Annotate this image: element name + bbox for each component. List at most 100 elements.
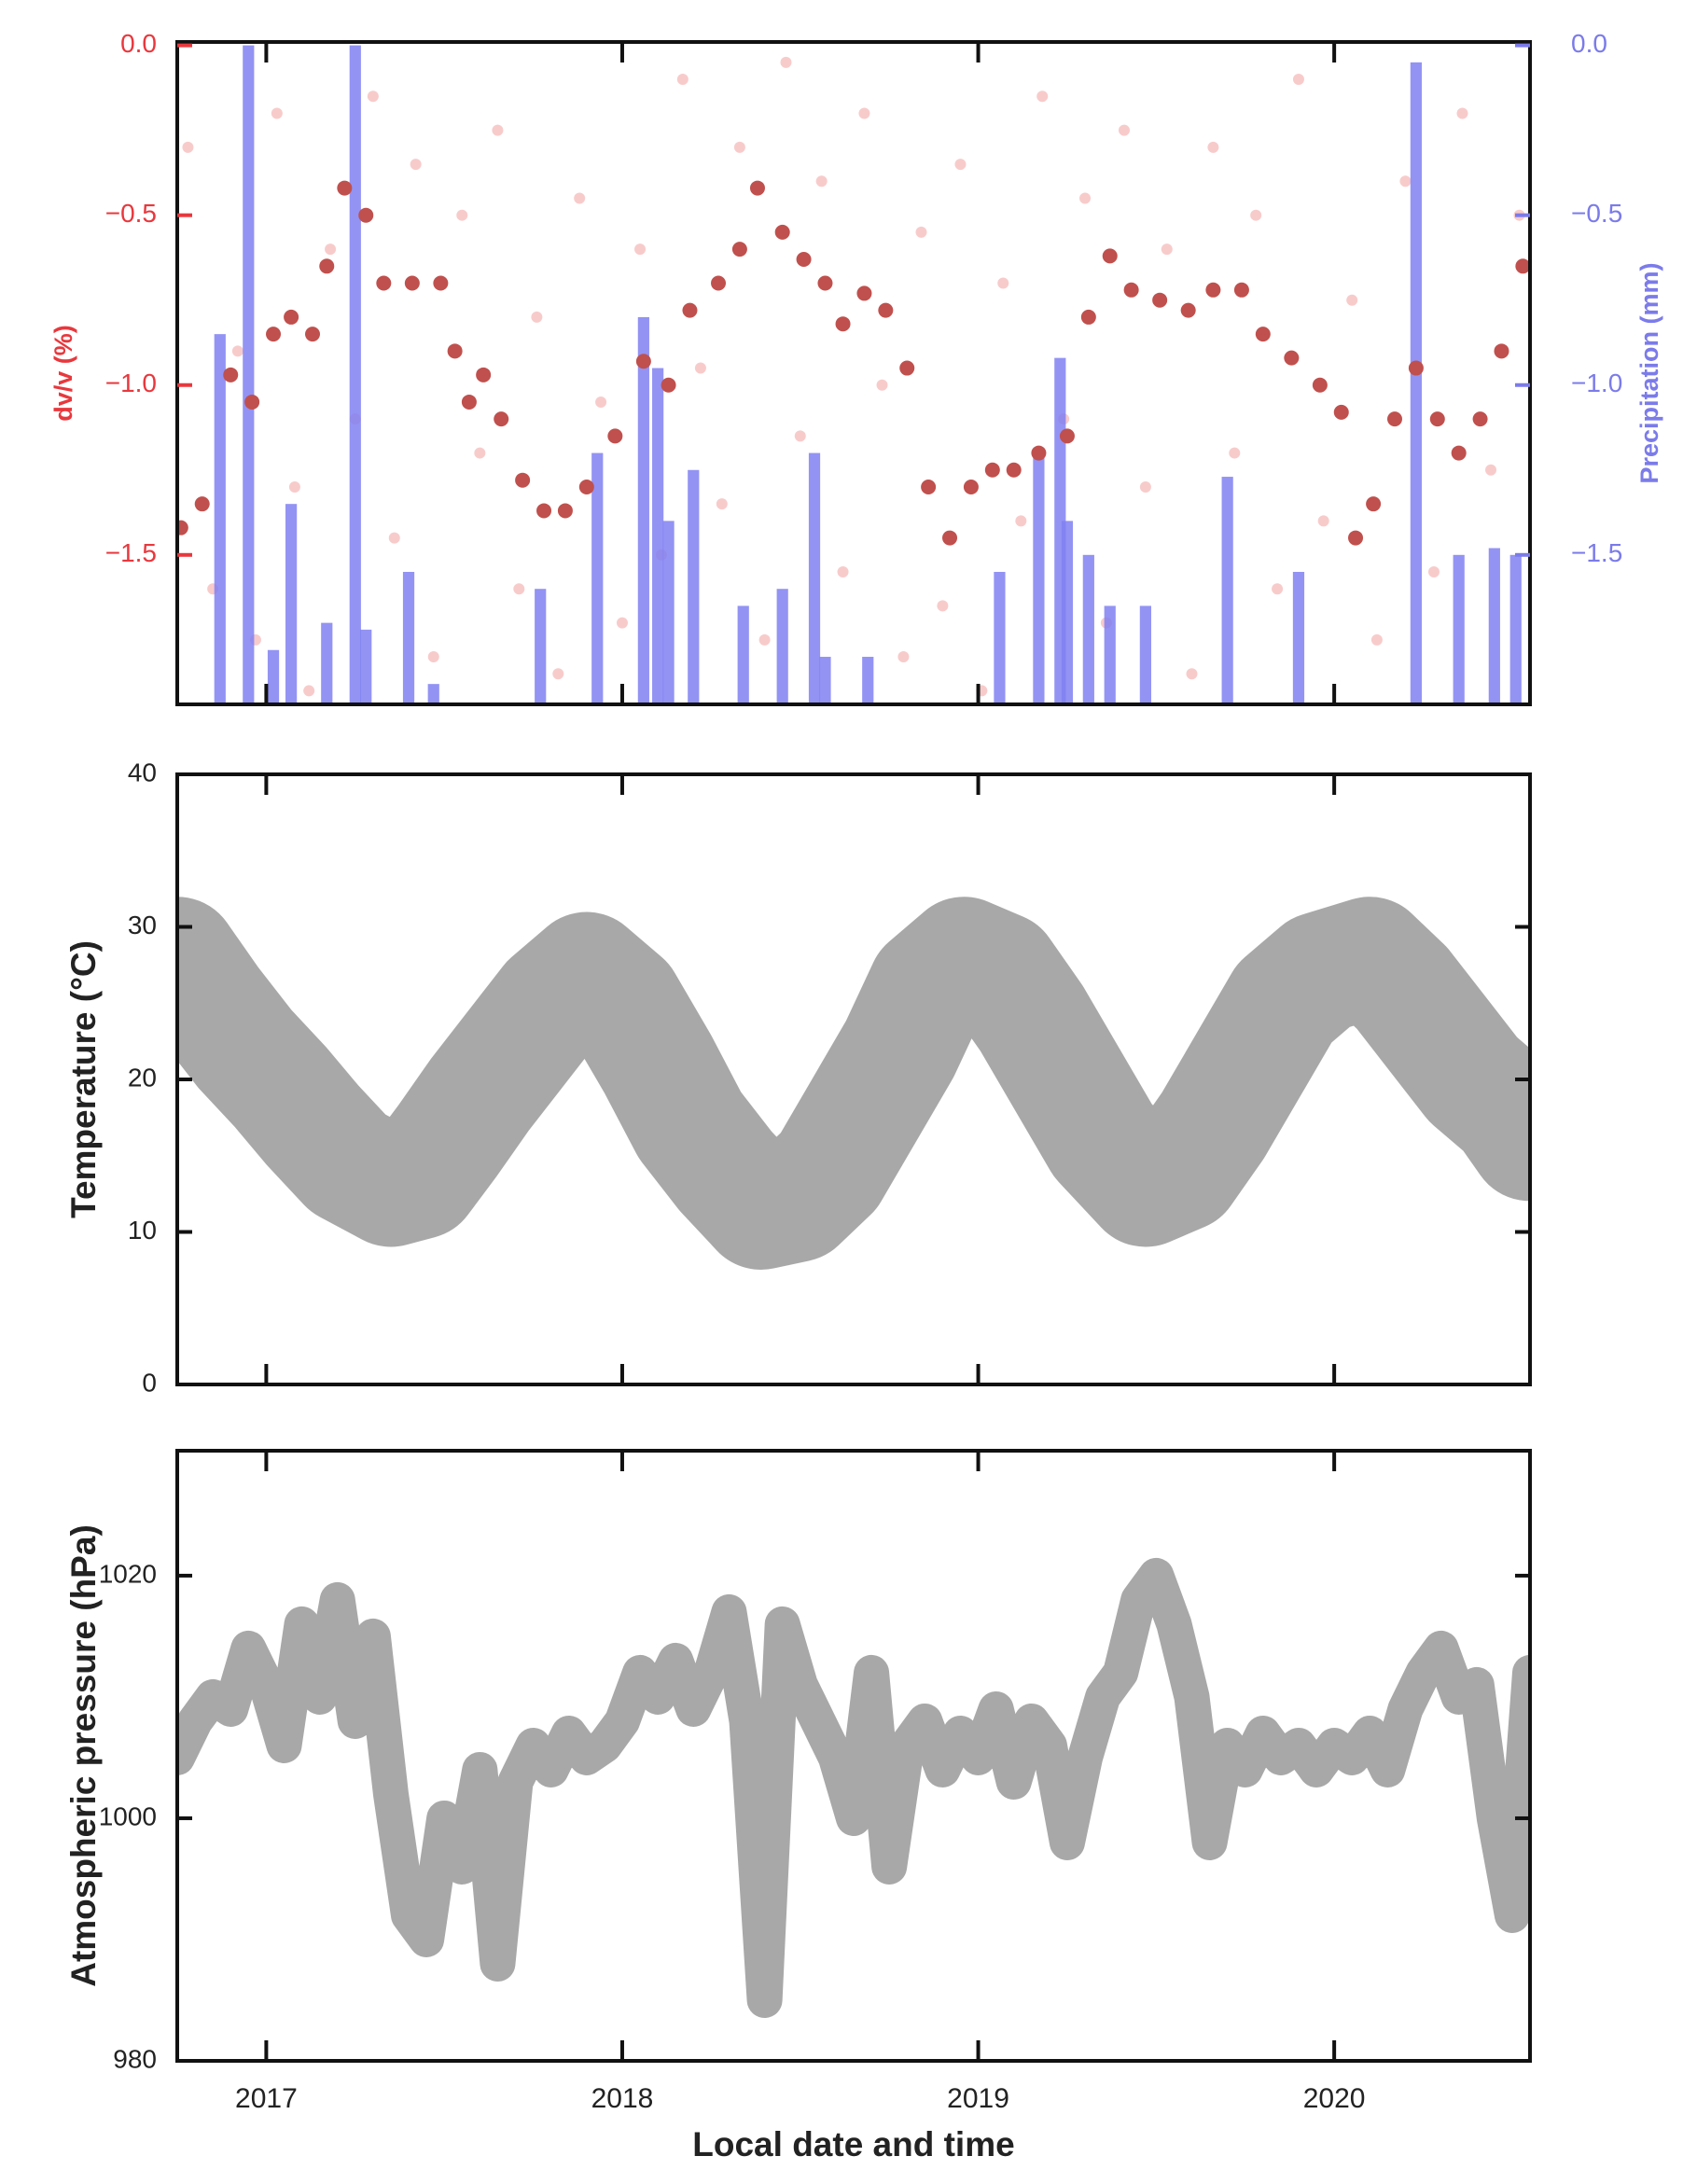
- precipitation-bar: [360, 629, 372, 704]
- precipitation-bar: [1292, 572, 1305, 704]
- dvv-point: [461, 394, 477, 410]
- dvv-point: [607, 428, 623, 444]
- dvv-point: [1284, 350, 1300, 366]
- scatter-point: [1427, 566, 1440, 577]
- dvv-point: [635, 354, 651, 369]
- dvv-point: [305, 327, 320, 342]
- scatter-point: [288, 480, 300, 493]
- scatter-point: [1399, 175, 1412, 188]
- dvv-point: [731, 242, 747, 257]
- band-line: [177, 1557, 1530, 2018]
- scatter-point: [1186, 668, 1198, 680]
- x-tick-label: 2018: [591, 2083, 654, 2114]
- dvv-point: [244, 394, 260, 410]
- y-tick-label: 0: [142, 1368, 157, 1397]
- scatter-point: [858, 107, 870, 119]
- precipitation-bar: [535, 589, 547, 704]
- x-axis-label: Local date and time: [692, 2125, 1014, 2163]
- y2-tick-label: −1.0: [1571, 369, 1622, 397]
- scatter-point: [182, 141, 194, 153]
- dvv-point: [1031, 445, 1047, 461]
- y-tick-label: 10: [128, 1216, 157, 1245]
- y-tick-label: 30: [128, 911, 157, 939]
- dvv-point: [337, 180, 353, 196]
- scatter-point: [733, 141, 745, 153]
- dvv-point: [1233, 282, 1249, 298]
- y-tick-label: −1.0: [105, 369, 157, 397]
- precipitation-bar: [808, 452, 821, 704]
- scatter-point: [716, 498, 728, 510]
- dvv-point: [835, 316, 851, 332]
- scatter-point: [492, 124, 504, 136]
- scatter-point: [1346, 294, 1358, 306]
- precipitation-bar: [662, 521, 675, 704]
- scatter-point: [794, 430, 806, 442]
- dvv-point: [682, 302, 698, 318]
- dvv-point: [494, 411, 509, 427]
- dvv-point: [774, 224, 790, 240]
- dvv-point: [878, 302, 894, 318]
- scatter-point: [595, 396, 607, 408]
- y-tick-label: 1020: [99, 1559, 157, 1588]
- y-tick-label: 40: [128, 758, 157, 786]
- precipitation-bar: [1104, 605, 1116, 704]
- scatter-point: [410, 159, 422, 171]
- dvv-point: [856, 285, 872, 301]
- scatter-point: [574, 192, 586, 204]
- scatter-point: [915, 226, 927, 238]
- precipitation-bar: [1488, 548, 1500, 704]
- dvv-point: [1123, 282, 1139, 298]
- dvv-point: [1494, 343, 1509, 359]
- scatter-point: [954, 159, 967, 171]
- scatter-point: [325, 243, 337, 256]
- scatter-point: [694, 362, 706, 374]
- dvv-point: [578, 479, 594, 494]
- axes-frame: [175, 1449, 1532, 2063]
- dvv-point: [1515, 258, 1530, 274]
- precipitation-bar: [1139, 605, 1151, 704]
- dvv-point: [1152, 292, 1168, 308]
- dvv-point: [557, 503, 573, 519]
- scatter-point: [1317, 515, 1329, 527]
- scatter-point: [837, 566, 849, 577]
- dvv-point: [376, 275, 392, 291]
- dvv-point: [661, 377, 676, 393]
- scatter-point: [531, 311, 543, 323]
- scatter-point: [1292, 74, 1304, 86]
- dvv-point: [223, 367, 239, 383]
- scatter-point: [552, 668, 564, 680]
- precipitation-bar: [1221, 477, 1233, 704]
- scatter-point: [1119, 124, 1130, 136]
- x-tick-label: 2020: [1303, 2083, 1366, 2114]
- dvv-point: [515, 472, 531, 488]
- precipitation-bar: [737, 605, 749, 704]
- dvv-point: [984, 462, 1000, 478]
- scatter-point: [1161, 243, 1173, 256]
- precipitation-bar: [214, 334, 226, 704]
- precipitation-bar: [1509, 554, 1522, 704]
- dvv-point: [899, 360, 915, 376]
- precipitation-bar: [591, 452, 604, 704]
- precipitation-bar: [427, 684, 439, 704]
- scatter-point: [1485, 464, 1497, 476]
- precipitation-bar: [267, 649, 280, 704]
- precipitation-bar: [862, 657, 874, 704]
- scatter-point: [897, 651, 910, 663]
- scatter-point: [456, 209, 468, 221]
- dvv-point: [1472, 411, 1488, 427]
- dvv-point: [476, 367, 492, 383]
- scatter-point: [1272, 583, 1284, 595]
- y-tick-label: 980: [113, 2044, 157, 2073]
- scatter-point: [427, 651, 439, 663]
- precipitation-bar: [402, 572, 415, 704]
- dvv-point: [1205, 282, 1221, 298]
- y2-axis-label: Precipitation (mm): [1635, 262, 1663, 483]
- y2-tick-label: 0.0: [1571, 29, 1607, 58]
- precipitation-bar: [321, 622, 333, 704]
- y-axis-label: dv/v (%): [49, 325, 77, 422]
- dvv-point: [963, 479, 979, 494]
- precipitation-bar: [688, 469, 700, 704]
- precipitation-bar: [994, 572, 1006, 704]
- dvv-point: [1180, 302, 1196, 318]
- precipitation-bar: [637, 316, 649, 704]
